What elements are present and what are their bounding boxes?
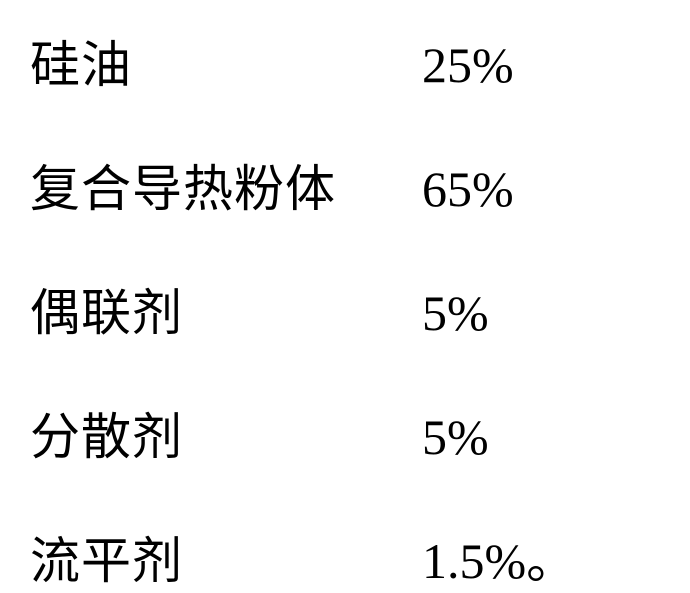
ingredient-label: 分散剂 (30, 397, 422, 469)
ingredient-value: 25% (422, 36, 514, 94)
ingredient-label: 偶联剂 (30, 273, 422, 345)
ingredient-label: 硅油 (30, 25, 422, 97)
ingredient-value: 65% (422, 160, 514, 218)
ingredient-label: 流平剂 (30, 521, 422, 593)
table-row: 偶联剂 5% (30, 273, 660, 345)
ingredient-value: 1.5%。 (422, 521, 576, 593)
table-row: 复合导热粉体 65% (30, 149, 660, 221)
table-row: 硅油 25% (30, 25, 660, 97)
ingredient-value: 5% (422, 284, 489, 342)
table-row: 分散剂 5% (30, 397, 660, 469)
ingredient-label: 复合导热粉体 (30, 149, 422, 221)
ingredient-value: 5% (422, 408, 489, 466)
table-row: 流平剂 1.5%。 (30, 521, 660, 593)
